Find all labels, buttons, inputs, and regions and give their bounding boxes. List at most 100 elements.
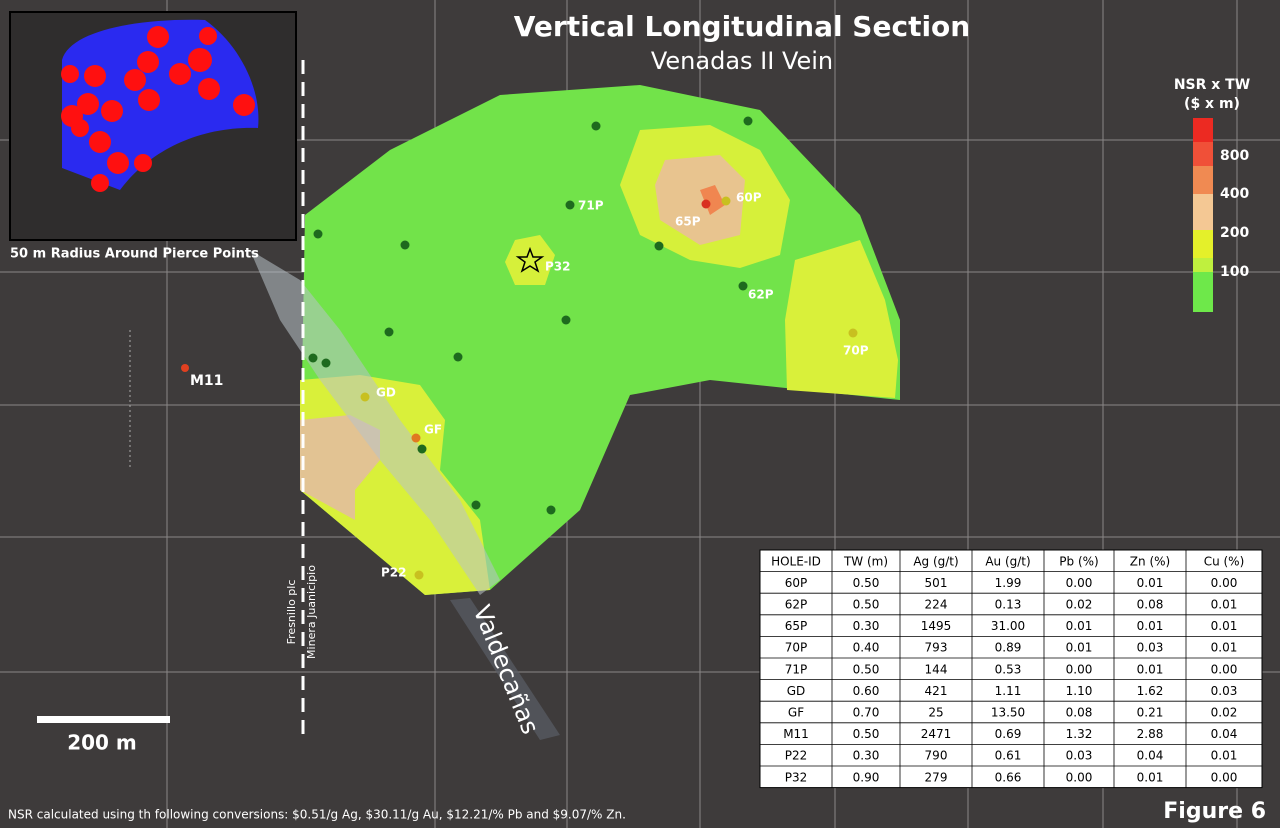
column-header: TW (m) <box>843 554 888 568</box>
assay-table: HOLE-ID 60P 62P 65P 70P 71P GD GF M11 P22 P32 TW (m… <box>759 549 1263 789</box>
inset-pierce-points <box>61 26 255 192</box>
legend-label: 800 <box>1220 148 1249 164</box>
table-cell: 0.08 <box>1137 598 1164 612</box>
table-cell: 0.04 <box>1211 727 1238 741</box>
vein-zone-orange <box>700 185 725 215</box>
hole-label: 60P <box>736 191 762 205</box>
hole-label: GD <box>376 386 396 400</box>
drill-holes <box>181 116 858 580</box>
table-cell: 0.30 <box>853 619 880 633</box>
table-cell: 0.04 <box>1137 749 1164 763</box>
table-cell: 0.08 <box>1066 706 1093 720</box>
table-cell: 0.01 <box>1211 598 1238 612</box>
column-header: Cu (%) <box>1204 554 1245 568</box>
table-cell: 0.01 <box>1137 770 1164 784</box>
inset-caption: 50 m Radius Around Pierce Points <box>10 247 259 262</box>
table-cell: 0.00 <box>1211 770 1238 784</box>
table-cell: 0.60 <box>853 684 880 698</box>
table-cell: 793 <box>925 641 948 655</box>
vein-zone-yellow <box>505 235 555 285</box>
legend-bar <box>1193 118 1213 312</box>
hole-label: 62P <box>748 288 774 302</box>
table-cell: 279 <box>925 770 948 784</box>
legend-label: 200 <box>1220 225 1249 241</box>
footnote: NSR calculated using th following conver… <box>8 808 626 822</box>
table-cell: 0.01 <box>1211 619 1238 633</box>
hole-label: 65P <box>675 215 701 229</box>
table-cell: 2.88 <box>1137 727 1164 741</box>
table-cell: 13.50 <box>991 706 1025 720</box>
table-cell: 0.53 <box>995 662 1022 676</box>
hole-label: GF <box>424 423 442 437</box>
table-cell: M11 <box>783 727 809 741</box>
table-cell: 0.70 <box>853 706 880 720</box>
table-cell: 71P <box>785 662 808 676</box>
table-cell: 144 <box>925 662 948 676</box>
table-cell: 0.40 <box>853 641 880 655</box>
table-cell: 70P <box>785 641 808 655</box>
table-cell: 0.66 <box>995 770 1022 784</box>
table-cell: GF <box>788 706 804 720</box>
table-cell: 0.30 <box>853 749 880 763</box>
table-cell: 224 <box>925 598 948 612</box>
table-cell: 0.50 <box>853 662 880 676</box>
legend-label: 100 <box>1220 264 1249 280</box>
table-cell: 0.03 <box>1211 684 1238 698</box>
vein-zone-peach <box>300 415 380 520</box>
table-cell: 0.01 <box>1137 662 1164 676</box>
title: Vertical Longitudinal Section <box>514 10 970 43</box>
hole-label: P32 <box>545 260 571 274</box>
table-cell: 1.99 <box>995 576 1022 590</box>
scale-bar <box>37 716 170 723</box>
hole-label: M11 <box>190 373 223 389</box>
fault-trace <box>450 598 560 740</box>
table-cell: 790 <box>925 749 948 763</box>
property-label: Fresnillo plc <box>285 580 298 645</box>
hole-label: 70P <box>843 344 869 358</box>
table-cell: 0.02 <box>1211 706 1238 720</box>
table-background <box>759 549 1263 789</box>
table-cell: 0.69 <box>995 727 1022 741</box>
table-cell: 0.01 <box>1211 749 1238 763</box>
table-cell: 0.89 <box>995 641 1022 655</box>
table-cell: 421 <box>925 684 948 698</box>
legend-title: NSR x TW <box>1174 77 1250 93</box>
table-cell: 25 <box>928 706 943 720</box>
column-header: HOLE-ID <box>771 554 821 568</box>
table-cell: 0.01 <box>1137 619 1164 633</box>
hole-label: 71P <box>578 199 604 213</box>
vein-zone-peach <box>655 155 745 245</box>
table-cell: 0.13 <box>995 598 1022 612</box>
figure-number: Figure 6 <box>1163 799 1266 824</box>
column-header: Zn (%) <box>1130 554 1170 568</box>
subtitle: Venadas II Vein <box>651 47 833 75</box>
table-cell: 0.02 <box>1066 598 1093 612</box>
hole-label: P22 <box>381 566 407 580</box>
column-header: Ag (g/t) <box>913 554 958 568</box>
table-cell: 62P <box>785 598 808 612</box>
table-cell: 0.90 <box>853 770 880 784</box>
table-cell: 0.03 <box>1066 749 1093 763</box>
table-cell: 0.03 <box>1137 641 1164 655</box>
table-cell: 2471 <box>921 727 952 741</box>
table-cell: 501 <box>925 576 948 590</box>
table-cell: 1495 <box>921 619 952 633</box>
table-cell: P22 <box>785 749 808 763</box>
table-cell: 0.50 <box>853 727 880 741</box>
table-cell: 0.00 <box>1066 576 1093 590</box>
table-cell: 0.50 <box>853 598 880 612</box>
table-cell: 0.00 <box>1066 662 1093 676</box>
table-cell: 0.01 <box>1137 576 1164 590</box>
table-cell: 0.01 <box>1066 619 1093 633</box>
table-cell: 0.00 <box>1211 576 1238 590</box>
table-cell: 1.32 <box>1066 727 1093 741</box>
table-cell: 0.61 <box>995 749 1022 763</box>
table-cell: 0.01 <box>1211 641 1238 655</box>
column-header: Au (g/t) <box>985 554 1030 568</box>
table-cell: 60P <box>785 576 808 590</box>
table-cell: 31.00 <box>991 619 1025 633</box>
property-label: Minera Juanicipio <box>305 565 318 659</box>
legend-label: 400 <box>1220 186 1249 202</box>
table-cell: P32 <box>785 770 808 784</box>
table-cell: 65P <box>785 619 808 633</box>
